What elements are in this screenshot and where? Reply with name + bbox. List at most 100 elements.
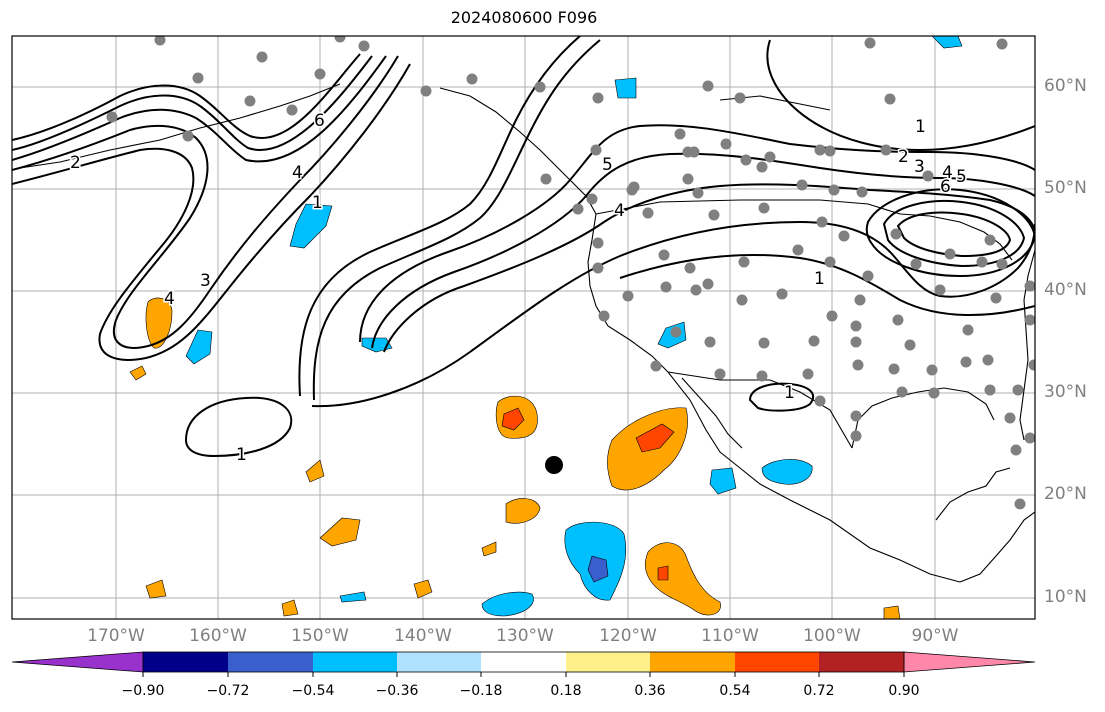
colorbar-segment [650, 652, 735, 672]
colorbar-tick-label: −0.54 [291, 683, 335, 699]
highlight-point [545, 456, 563, 474]
colorbar-segment [819, 652, 904, 672]
contour-label: 6 [940, 177, 951, 197]
station-marker [776, 288, 788, 300]
station-marker [684, 262, 696, 274]
contour-label: 5 [602, 155, 613, 175]
station-marker [1024, 280, 1035, 292]
contour-line [882, 200, 1026, 268]
contour-line [298, 36, 581, 397]
station-marker [996, 38, 1008, 50]
contour-label: 6 [314, 111, 325, 131]
station-marker [828, 184, 840, 196]
contour-label: 2 [70, 153, 81, 173]
station-marker [928, 387, 940, 399]
shade-orange [505, 498, 541, 524]
station-marker [850, 320, 862, 332]
station-marker [688, 146, 700, 158]
lat-label: 30°N [1044, 382, 1087, 402]
colorbar-tick-label: 0.72 [803, 683, 835, 699]
contour-line [766, 39, 1035, 152]
colorbar-segment [397, 652, 481, 672]
station-marker [892, 314, 904, 326]
station-marker [792, 244, 804, 256]
shade-cyan [709, 467, 737, 495]
contour-label: 4 [942, 163, 953, 183]
station-marker [682, 173, 694, 185]
contour-label: 3 [200, 271, 211, 291]
station-marker [708, 209, 720, 221]
station-marker [984, 384, 996, 396]
station-marker [626, 184, 638, 196]
colorbar-tick-label: −0.90 [121, 683, 165, 699]
station-marker [824, 256, 836, 268]
station-marker [106, 111, 118, 123]
lon-label: 100°W [803, 626, 861, 646]
contour-label: 3 [914, 157, 925, 177]
station-marker [888, 363, 900, 375]
colorbar-segment [228, 652, 313, 672]
lon-label: 90°W [911, 626, 959, 646]
station-marker [808, 335, 820, 347]
station-marker [880, 144, 892, 156]
station-marker [592, 262, 604, 274]
station-marker [884, 93, 896, 105]
station-marker [944, 248, 956, 260]
station-marker [838, 230, 850, 242]
map-title: 2024080600 F096 [450, 8, 598, 27]
station-marker [962, 324, 974, 336]
station-marker [622, 290, 634, 302]
colorbar-tick-label: 0.54 [719, 683, 751, 699]
contour-label: 5 [956, 167, 967, 187]
lon-label: 130°W [496, 626, 554, 646]
contour-line [865, 188, 1035, 278]
station-marker [926, 364, 938, 376]
lon-label: 160°W [189, 626, 247, 646]
lat-label: 40°N [1044, 280, 1087, 300]
shaded-anomaly-regions [129, 36, 963, 619]
contour-label: 1 [312, 193, 323, 213]
station-marker [796, 179, 808, 191]
shade-orange [129, 365, 147, 381]
station-marker [850, 336, 862, 348]
station-marker [720, 138, 732, 150]
shade-orange [145, 579, 167, 599]
station-marker [984, 234, 996, 246]
colorbar-tick-label: 0.90 [888, 683, 920, 699]
shade-cyan [761, 459, 813, 485]
shade-orange [281, 599, 299, 617]
station-marker [758, 202, 770, 214]
lon-label: 110°W [701, 626, 759, 646]
station-marker [704, 336, 716, 348]
colorbar-tick-label: 0.18 [550, 683, 582, 699]
station-marker [734, 92, 746, 104]
shade-cyan [289, 203, 333, 249]
station-marker [764, 151, 776, 163]
contour-line [312, 39, 601, 401]
station-marker [192, 72, 204, 84]
station-marker [1010, 444, 1022, 456]
station-marker [1004, 412, 1016, 424]
lon-label: 140°W [394, 626, 452, 646]
contour-line [12, 53, 361, 141]
station-marker [1028, 359, 1035, 371]
station-marker [738, 256, 750, 268]
station-marker [864, 37, 876, 49]
contour-label: 1 [784, 383, 795, 403]
station-marker [856, 186, 868, 198]
contour-labels: 2 6 4 1 3 4 5 4 1 2 3 4 5 6 1 1 1 [69, 110, 969, 467]
lat-label: 60°N [1044, 76, 1087, 96]
station-marker [814, 395, 826, 407]
station-marker [670, 326, 682, 338]
gulf-coast [851, 387, 995, 449]
station-marker [982, 354, 994, 366]
station-marker [358, 40, 370, 52]
station-marker [256, 51, 268, 63]
station-marker [314, 68, 326, 80]
station-markers [106, 36, 1035, 510]
station-marker [814, 144, 826, 156]
lon-label: 170°W [87, 626, 145, 646]
station-marker [850, 410, 862, 422]
station-marker [420, 85, 432, 97]
station-marker [1024, 432, 1035, 444]
